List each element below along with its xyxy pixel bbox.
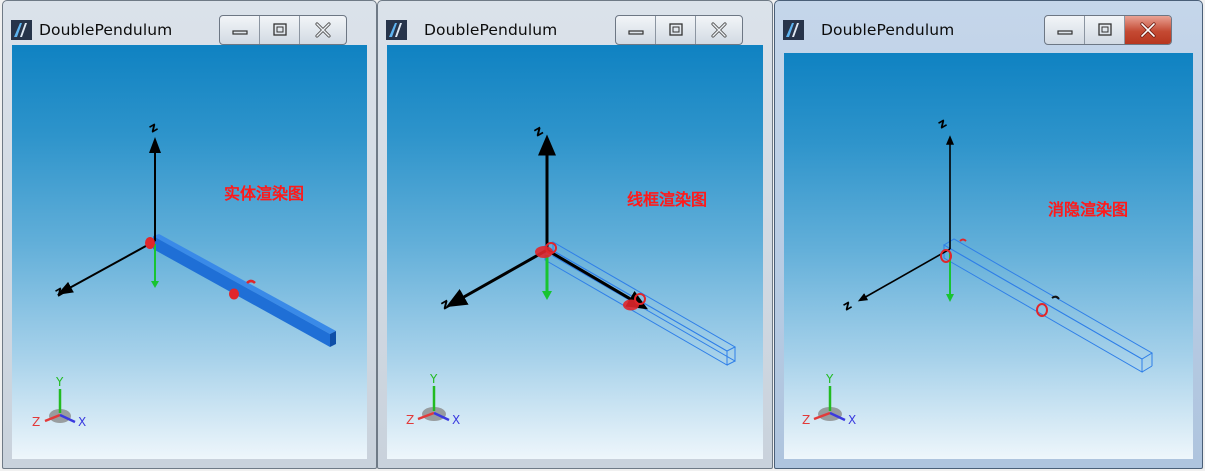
close-button[interactable] [1125, 16, 1171, 44]
joint-marker [145, 237, 155, 249]
window-controls [219, 15, 347, 45]
svg-text:X: X [78, 415, 86, 429]
link-body-hidden-line [943, 238, 1153, 373]
orientation-triad: Y Z X [32, 375, 86, 429]
minimize-icon [231, 30, 248, 35]
joint-marker [535, 246, 553, 258]
link-body-solid [153, 234, 336, 347]
svg-text:Y: Y [825, 372, 834, 386]
maximize-icon [1097, 23, 1112, 36]
maximize-button[interactable] [1085, 16, 1125, 44]
title-bar[interactable]: DoublePendulum [3, 1, 376, 45]
svg-text:z: z [147, 120, 161, 137]
svg-text:X: X [452, 413, 460, 427]
axis-z [857, 248, 951, 302]
render-viewport[interactable]: z z Y Z X 线框渲染图 [387, 45, 763, 459]
close-icon [315, 22, 331, 38]
render-viewport[interactable]: z z Y Z X 消隐渲染图 [784, 53, 1193, 459]
joint-marker [940, 249, 952, 263]
svg-text:z: z [53, 284, 67, 301]
window-title: DoublePendulum [821, 21, 955, 39]
minimize-button[interactable] [616, 16, 656, 44]
app-icon [783, 20, 804, 40]
window-controls [615, 15, 743, 45]
orientation-triad: Y Z X [406, 372, 460, 427]
maximize-button[interactable] [656, 16, 696, 44]
minimize-button[interactable] [220, 16, 260, 44]
maximize-button[interactable] [260, 16, 300, 44]
close-button[interactable] [300, 16, 346, 44]
axis-z [445, 248, 548, 308]
render-mode-label: 消隐渲染图 [1048, 200, 1129, 219]
window-wireframe: DoublePendulum [377, 0, 773, 469]
window-controls [1044, 15, 1172, 45]
joint-marker [1036, 303, 1048, 317]
render-mode-label: 实体渲染图 [224, 184, 305, 203]
window-title: DoublePendulum [424, 21, 558, 39]
svg-text:X: X [848, 413, 856, 427]
svg-text:z: z [936, 116, 950, 133]
axis-x [546, 248, 649, 310]
minimize-button[interactable] [1045, 16, 1085, 44]
axis-z [56, 240, 156, 295]
window-title: DoublePendulum [39, 21, 173, 39]
orientation-triad: Y Z X [802, 372, 856, 427]
render-mode-label: 线框渲染图 [627, 190, 708, 209]
svg-text:z: z [841, 298, 855, 315]
svg-text:Y: Y [429, 372, 438, 386]
svg-text:Y: Y [55, 375, 64, 389]
window-hidden-line: DoublePendulum [774, 0, 1203, 469]
svg-text:Z: Z [32, 415, 40, 429]
close-icon [711, 22, 727, 38]
svg-text:z: z [438, 296, 453, 314]
close-button[interactable] [696, 16, 742, 44]
title-bar[interactable]: DoublePendulum [378, 1, 772, 45]
render-viewport[interactable]: z z Y Z X 实体渲染图 [12, 45, 367, 459]
svg-text:Z: Z [406, 413, 414, 427]
joint-marker [229, 288, 239, 300]
close-icon [1140, 22, 1156, 38]
maximize-icon [668, 23, 683, 36]
svg-text:z: z [531, 123, 546, 141]
maximize-icon [272, 23, 287, 36]
window-solid: DoublePendulum [2, 0, 377, 469]
svg-text:Z: Z [802, 413, 810, 427]
title-bar[interactable]: DoublePendulum [775, 1, 1202, 45]
app-icon [11, 20, 32, 40]
minimize-icon [627, 30, 644, 35]
minimize-icon [1056, 30, 1073, 35]
app-icon [386, 20, 407, 40]
